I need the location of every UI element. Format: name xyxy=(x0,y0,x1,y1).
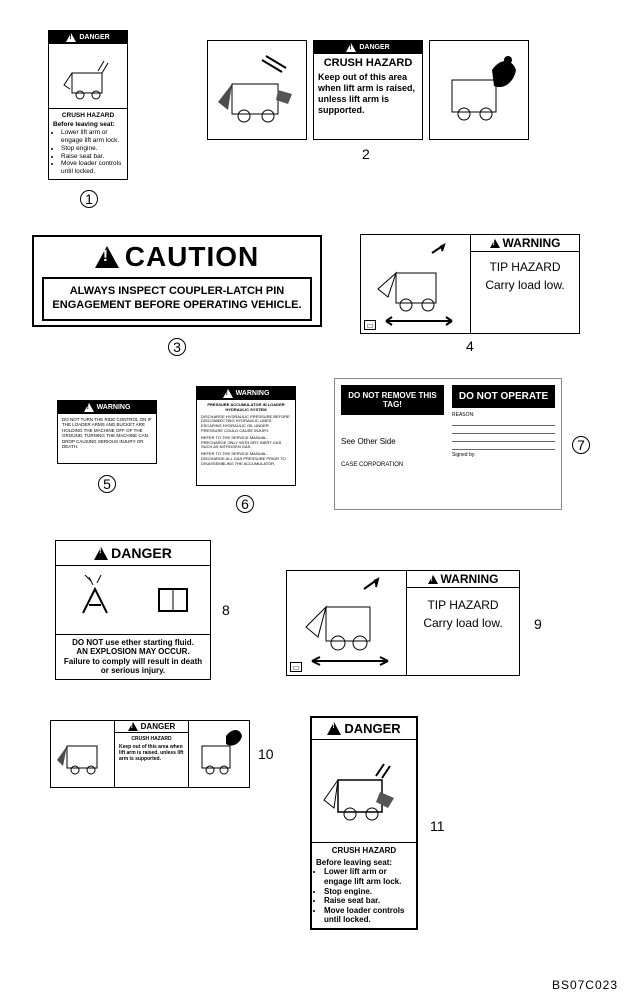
decal-3-caution: CAUTION ALWAYS INSPECT COUPLER-LATCH PIN… xyxy=(32,235,322,327)
manual-icon: ▭ xyxy=(364,320,376,330)
decal-1: DANGER CRUSH HAZARD Before leaving seat:… xyxy=(48,30,128,180)
pictogram xyxy=(51,721,115,787)
warning-header: WARNING xyxy=(471,235,579,252)
callout-10: 10 xyxy=(258,746,274,762)
callout-3: 3 xyxy=(168,338,186,356)
danger-header: DANGER xyxy=(56,541,210,566)
do-not-operate: DO NOT OPERATE xyxy=(452,385,555,408)
decal-10: DANGER CRUSH HAZARD Keep out of this are… xyxy=(50,720,250,788)
decal-4-text: TIP HAZARD Carry load low. xyxy=(471,252,579,296)
danger-header: DANGER xyxy=(115,721,188,733)
caution-body: ALWAYS INSPECT COUPLER-LATCH PIN ENGAGEM… xyxy=(42,277,312,321)
pictogram xyxy=(208,41,306,139)
callout-2: 2 xyxy=(362,146,370,162)
caution-header: CAUTION xyxy=(42,241,312,273)
decal-9-text: TIP HAZARD Carry load low. xyxy=(407,588,519,634)
decal-2-panel-left xyxy=(207,40,307,140)
danger-header: DANGER xyxy=(314,41,422,54)
item: Stop engine. xyxy=(61,145,123,153)
decal-5-text: DO NOT TURN THE RIDE CONTROL ON IF THE L… xyxy=(58,414,156,452)
pictogram xyxy=(56,566,210,635)
danger-header: DANGER xyxy=(312,718,416,740)
item: Lower lift arm or engage lift arm lock. xyxy=(61,129,123,145)
crush-hazard-title: CRUSH HAZARD xyxy=(53,112,123,120)
manual-icon: ▭ xyxy=(290,662,302,672)
callout-8: 8 xyxy=(222,602,230,618)
do-not-remove: DO NOT REMOVE THIS TAG! xyxy=(341,385,444,415)
decal-8: DANGER DO NOT use ether starting fluid. … xyxy=(55,540,211,680)
danger-label: DANGER xyxy=(79,34,109,41)
decal-1-text: CRUSH HAZARD Before leaving seat: Lower … xyxy=(49,109,127,179)
callout-6: 6 xyxy=(236,495,254,513)
pictogram xyxy=(189,721,249,787)
corp: CASE CORPORATION xyxy=(341,462,444,468)
pictogram: ▭ xyxy=(287,571,407,675)
decal-11-text: CRUSH HAZARD Before leaving seat: Lower … xyxy=(312,843,416,928)
decal-6: WARNING PRESSURE ACCUMULATOR IN LOADER H… xyxy=(196,386,296,486)
callout-7: 7 xyxy=(572,436,590,454)
warning-header: WARNING xyxy=(197,387,295,400)
callout-9: 9 xyxy=(534,616,542,632)
callout-1: 1 xyxy=(80,190,98,208)
decal-4: ▭ WARNING TIP HAZARD Carry load low. xyxy=(360,234,580,334)
decal-7-tag: DO NOT REMOVE THIS TAG! See Other Side C… xyxy=(334,378,562,510)
pictogram: ▭ xyxy=(361,235,471,333)
diagram-page: DANGER CRUSH HAZARD Before leaving seat:… xyxy=(0,0,628,1000)
signed-label: Signed by: xyxy=(452,452,555,458)
pictogram xyxy=(49,44,127,109)
callout-5: 5 xyxy=(98,475,116,493)
decal-2-text: CRUSH HAZARD Keep out of this area when … xyxy=(314,54,422,118)
intro: Before leaving seat: xyxy=(53,121,123,129)
callout-4: 4 xyxy=(466,338,474,354)
decal-8-text: DO NOT use ether starting fluid. AN EXPL… xyxy=(56,635,210,679)
decal-9: ▭ WARNING TIP HAZARD Carry load low. xyxy=(286,570,520,676)
callout-11: 11 xyxy=(430,818,445,834)
decal-2-panel-right xyxy=(429,40,529,140)
pictogram xyxy=(430,41,528,139)
decal-5: WARNING DO NOT TURN THE RIDE CONTROL ON … xyxy=(57,400,157,464)
item: Move loader controls until locked. xyxy=(61,160,123,176)
pictogram xyxy=(312,740,416,843)
decal-11: DANGER CRUSH HAZARD Before leaving seat:… xyxy=(310,716,418,930)
see-other-side: See Other Side xyxy=(341,437,444,446)
decal-2-panel-mid: DANGER CRUSH HAZARD Keep out of this are… xyxy=(313,40,423,140)
warning-header: WARNING xyxy=(407,571,519,588)
decal-10-text: CRUSH HAZARD Keep out of this area when … xyxy=(115,733,188,765)
document-id: BS07C023 xyxy=(552,978,618,992)
decal-6-text: PRESSURE ACCUMULATOR IN LOADER HYDRAULIC… xyxy=(197,400,295,470)
item: Raise seat bar. xyxy=(61,153,123,161)
warning-header: WARNING xyxy=(58,401,156,414)
danger-header: DANGER xyxy=(49,31,127,44)
